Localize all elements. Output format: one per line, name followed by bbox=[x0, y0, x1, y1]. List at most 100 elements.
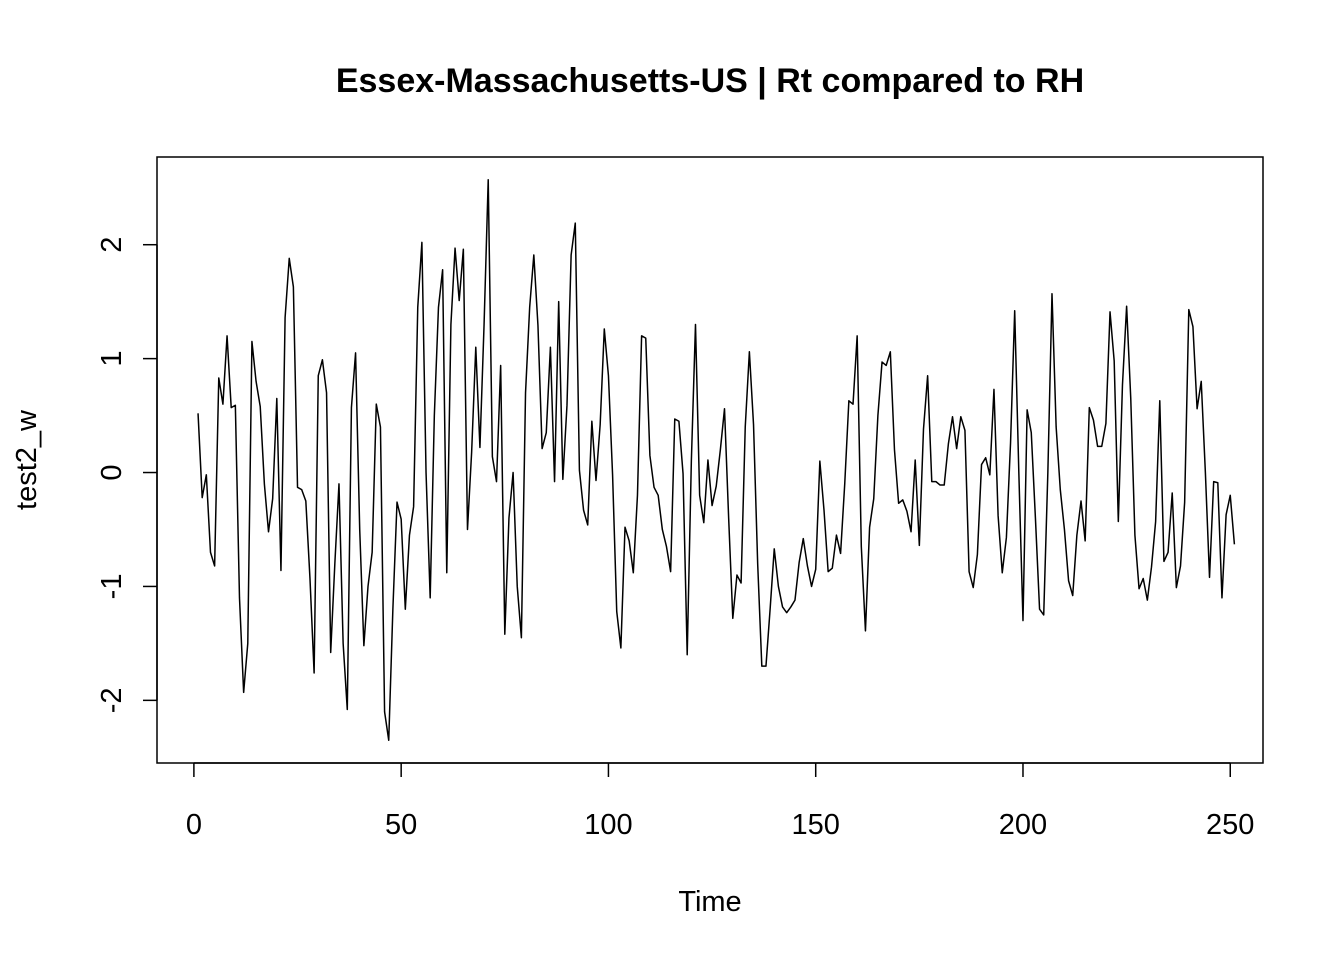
data-point bbox=[915, 460, 916, 461]
data-point bbox=[235, 405, 236, 406]
data-point bbox=[911, 531, 912, 532]
data-point bbox=[616, 611, 617, 612]
data-point bbox=[405, 609, 406, 610]
data-point bbox=[886, 365, 887, 366]
data-point bbox=[998, 515, 999, 516]
data-point bbox=[1155, 521, 1156, 522]
data-point bbox=[363, 645, 364, 646]
data-point bbox=[902, 499, 903, 500]
data-point bbox=[931, 481, 932, 482]
data-point bbox=[811, 586, 812, 587]
data-point bbox=[293, 286, 294, 287]
data-point bbox=[1192, 326, 1193, 327]
data-point bbox=[1039, 609, 1040, 610]
data-point bbox=[940, 485, 941, 486]
chart-title: Essex-Massachusetts-US | Rt compared to … bbox=[336, 62, 1084, 100]
data-point bbox=[1213, 481, 1214, 482]
data-point bbox=[654, 487, 655, 488]
data-point bbox=[848, 400, 849, 401]
data-point bbox=[218, 377, 219, 378]
data-point bbox=[749, 351, 750, 352]
data-point bbox=[1097, 446, 1098, 447]
data-point bbox=[1047, 472, 1048, 473]
data-point bbox=[1197, 408, 1198, 409]
data-point bbox=[956, 448, 957, 449]
data-point bbox=[1022, 620, 1023, 621]
data-point bbox=[890, 351, 891, 352]
data-point bbox=[786, 612, 787, 613]
data-point bbox=[1147, 600, 1148, 601]
data-point bbox=[372, 552, 373, 553]
data-point bbox=[459, 300, 460, 301]
data-point bbox=[894, 449, 895, 450]
data-point bbox=[857, 335, 858, 336]
data-point bbox=[906, 511, 907, 512]
data-point bbox=[214, 565, 215, 566]
data-point bbox=[935, 481, 936, 482]
data-point bbox=[1010, 442, 1011, 443]
data-point bbox=[513, 472, 514, 473]
data-point bbox=[1089, 407, 1090, 408]
data-point bbox=[1052, 293, 1053, 294]
data-point bbox=[1018, 472, 1019, 473]
data-point bbox=[355, 352, 356, 353]
data-point bbox=[824, 510, 825, 511]
data-point bbox=[276, 398, 277, 399]
data-point bbox=[629, 540, 630, 541]
data-point bbox=[1168, 552, 1169, 553]
data-point bbox=[745, 426, 746, 427]
data-point bbox=[695, 324, 696, 325]
data-point bbox=[1209, 577, 1210, 578]
data-point bbox=[525, 392, 526, 393]
data-point bbox=[1014, 310, 1015, 311]
data-point bbox=[770, 609, 771, 610]
data-point bbox=[571, 254, 572, 255]
data-point bbox=[637, 495, 638, 496]
data-point bbox=[542, 448, 543, 449]
data-point bbox=[1180, 565, 1181, 566]
x-tick-label: 50 bbox=[385, 809, 417, 841]
data-point bbox=[612, 474, 613, 475]
data-point bbox=[455, 248, 456, 249]
data-point bbox=[268, 531, 269, 532]
data-point bbox=[1130, 398, 1131, 399]
data-point bbox=[853, 404, 854, 405]
data-point bbox=[1105, 423, 1106, 424]
data-point bbox=[608, 375, 609, 376]
data-point bbox=[496, 481, 497, 482]
data-point bbox=[438, 307, 439, 308]
data-point bbox=[413, 506, 414, 507]
data-point bbox=[426, 472, 427, 473]
data-point bbox=[1043, 614, 1044, 615]
data-point bbox=[1006, 537, 1007, 538]
data-point bbox=[989, 474, 990, 475]
data-point bbox=[338, 483, 339, 484]
data-point bbox=[736, 575, 737, 576]
data-point bbox=[732, 618, 733, 619]
data-point bbox=[977, 554, 978, 555]
data-point bbox=[716, 486, 717, 487]
data-point bbox=[533, 254, 534, 255]
data-point bbox=[741, 583, 742, 584]
data-point bbox=[898, 503, 899, 504]
data-point bbox=[985, 457, 986, 458]
data-point bbox=[649, 455, 650, 456]
data-point bbox=[566, 405, 567, 406]
y-tick-label: 2 bbox=[96, 237, 128, 253]
data-point bbox=[861, 546, 862, 547]
data-point bbox=[1093, 420, 1094, 421]
data-point bbox=[446, 572, 447, 573]
data-point bbox=[981, 464, 982, 465]
data-point bbox=[1184, 502, 1185, 503]
data-point bbox=[633, 572, 634, 573]
series-line bbox=[197, 179, 1236, 741]
data-point bbox=[1226, 514, 1227, 515]
y-tick-label: -1 bbox=[96, 574, 128, 600]
data-point bbox=[202, 497, 203, 498]
data-point bbox=[562, 479, 563, 480]
data-point bbox=[289, 258, 290, 259]
data-point bbox=[558, 301, 559, 302]
data-point bbox=[417, 307, 418, 308]
data-point bbox=[1188, 309, 1189, 310]
data-point bbox=[840, 553, 841, 554]
